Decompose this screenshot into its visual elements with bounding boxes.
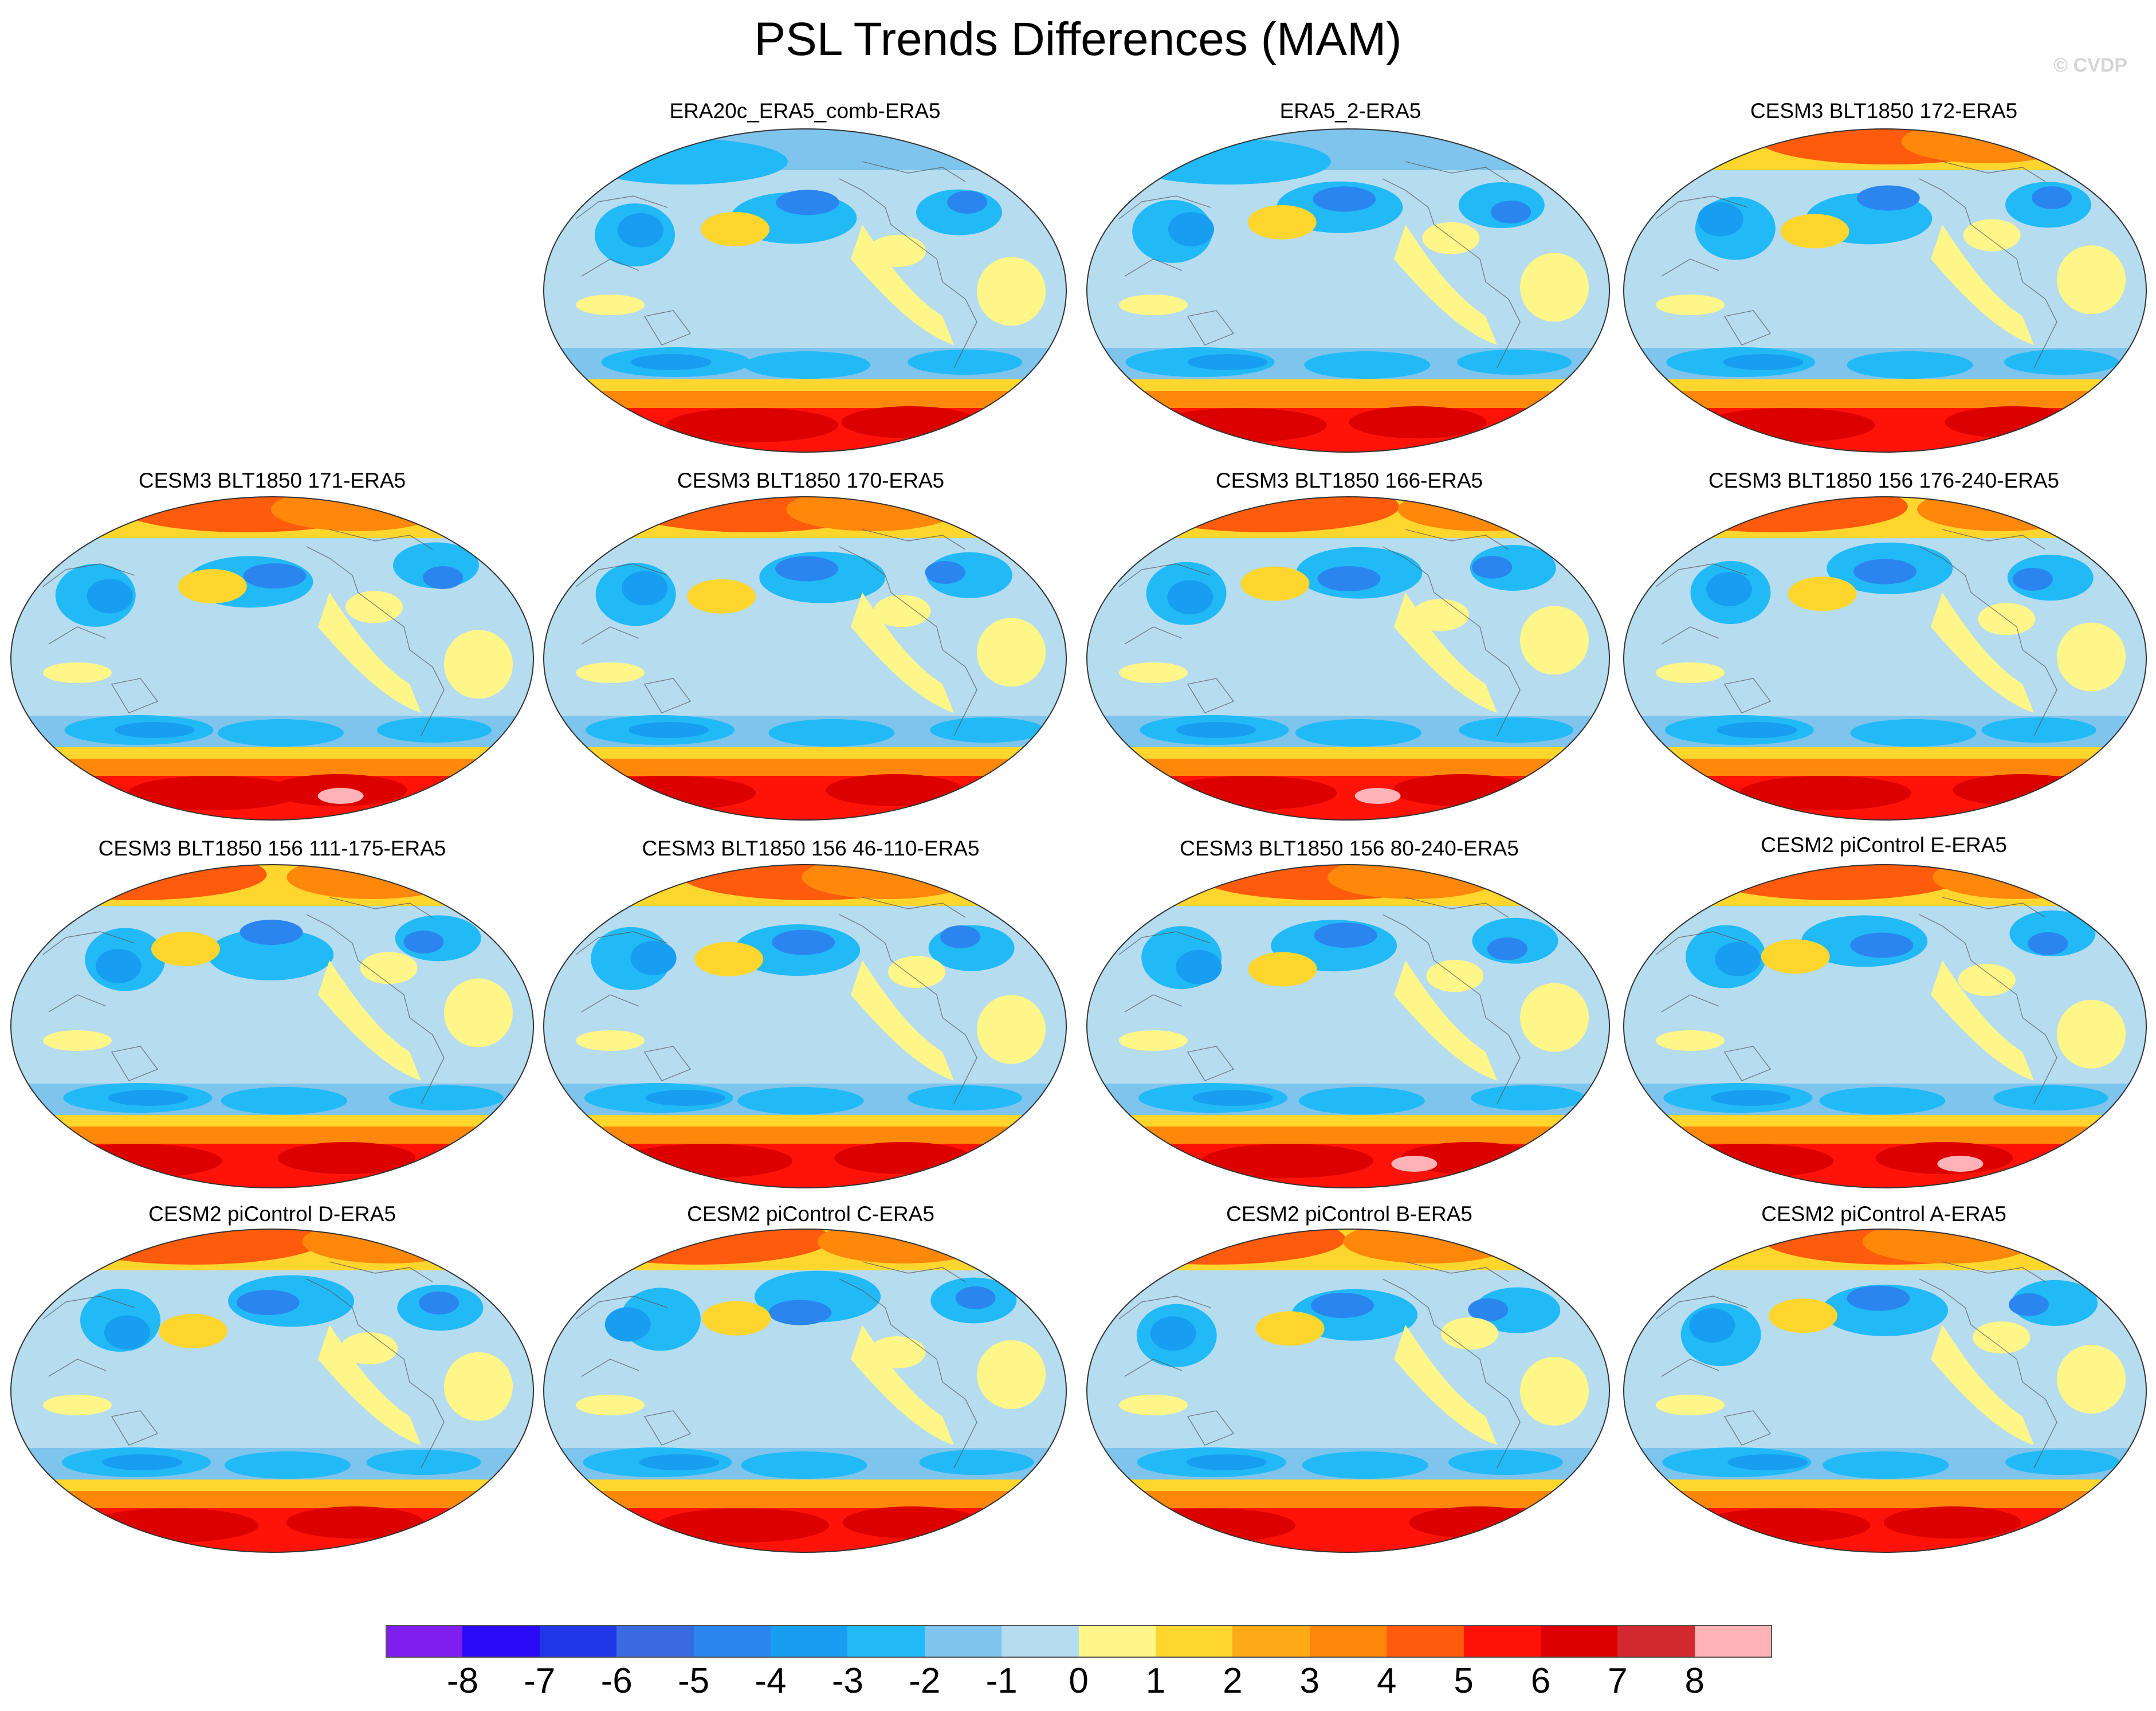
colorbar-tick-label: -4 xyxy=(755,1661,787,1701)
panel-title-4: CESM3 BLT1850 171-ERA5 xyxy=(138,469,406,492)
map-svg xyxy=(10,1229,534,1553)
map-svg xyxy=(10,496,534,821)
colorbar-tick-label: 3 xyxy=(1299,1661,1320,1701)
map-panel-2 xyxy=(1085,127,1612,454)
colorbar-swatch xyxy=(1387,1625,1464,1658)
panel-title-5: CESM3 BLT1850 170-ERA5 xyxy=(677,469,945,492)
figure-title: PSL Trends Differences (MAM) xyxy=(754,13,1402,65)
panel-title-10: CESM3 BLT1850 156 80-240-ERA5 xyxy=(1180,837,1519,860)
colorbar-tick-label: 8 xyxy=(1684,1661,1705,1701)
map-svg xyxy=(543,1229,1067,1553)
colorbar-swatch xyxy=(1541,1625,1619,1658)
map-svg xyxy=(1086,128,1610,453)
map-svg xyxy=(10,864,534,1188)
map-svg xyxy=(543,496,1067,821)
colorbar-tick-label: 5 xyxy=(1454,1661,1474,1701)
map-panel-1 xyxy=(541,127,1069,454)
colorbar-swatch xyxy=(386,1625,464,1658)
colorbar-swatch xyxy=(1463,1625,1541,1658)
map-svg xyxy=(1086,864,1610,1188)
map-svg xyxy=(543,128,1067,453)
map-panel-10 xyxy=(1085,863,1612,1190)
colorbar-tick-label: -3 xyxy=(831,1661,863,1701)
map-panel-6 xyxy=(1085,495,1612,822)
colorbar-swatch xyxy=(1002,1625,1079,1658)
colorbar-tick-label: 6 xyxy=(1530,1661,1551,1701)
map-panel-14 xyxy=(1085,1227,1612,1554)
panel-title-3: CESM3 BLT1850 172-ERA5 xyxy=(1750,99,2018,123)
colorbar-tick-label: 7 xyxy=(1608,1661,1628,1701)
colorbar-tick-label: 0 xyxy=(1069,1661,1089,1701)
panel-title-6: CESM3 BLT1850 166-ERA5 xyxy=(1215,469,1483,492)
map-panel-3 xyxy=(1621,127,2149,454)
panel-title-8: CESM3 BLT1850 156 111-175-ERA5 xyxy=(98,837,446,860)
map-panel-4 xyxy=(9,495,536,822)
colorbar-tick-label: -7 xyxy=(524,1661,556,1701)
colorbar-swatch xyxy=(462,1625,540,1658)
colorbar-swatch xyxy=(539,1625,618,1658)
colorbar-swatch xyxy=(1309,1625,1388,1658)
panel-title-13: CESM2 piControl C-ERA5 xyxy=(687,1202,934,1226)
colorbar-tick-label: 1 xyxy=(1145,1661,1166,1701)
map-svg xyxy=(1623,128,2147,453)
map-panel-5 xyxy=(541,495,1069,822)
map-panel-13 xyxy=(541,1227,1069,1554)
panel-title-15: CESM2 piControl A-ERA5 xyxy=(1761,1202,2006,1226)
colorbar-tick-label: -1 xyxy=(985,1661,1018,1701)
panel-title-7: CESM3 BLT1850 156 176-240-ERA5 xyxy=(1708,469,2060,492)
panel-title-12: CESM2 piControl D-ERA5 xyxy=(148,1202,396,1226)
map-panel-15 xyxy=(1621,1227,2149,1554)
colorbar-swatch xyxy=(1078,1625,1156,1658)
colorbar-tick-label: -2 xyxy=(909,1661,941,1701)
panel-title-11: CESM2 piControl E-ERA5 xyxy=(1761,833,2007,857)
map-svg xyxy=(1086,496,1610,821)
colorbar-swatch xyxy=(616,1625,694,1658)
colorbar-tick-label: -6 xyxy=(600,1661,633,1701)
map-svg xyxy=(1623,864,2147,1188)
panel-title-2: ERA5_2-ERA5 xyxy=(1279,99,1421,123)
map-panel-8 xyxy=(9,863,536,1190)
panel-title-1: ERA20c_ERA5_comb-ERA5 xyxy=(669,99,941,123)
map-panel-7 xyxy=(1621,495,2149,822)
colorbar-tick-label: 4 xyxy=(1376,1661,1397,1701)
colorbar-swatch xyxy=(1617,1625,1695,1658)
panel-title-9: CESM3 BLT1850 156 46-110-ERA5 xyxy=(642,837,980,860)
map-svg xyxy=(1623,1229,2147,1553)
colorbar-tick-label: 2 xyxy=(1223,1661,1243,1701)
colorbar-tick-label: -5 xyxy=(678,1661,710,1701)
map-svg xyxy=(543,864,1067,1188)
colorbar-swatch xyxy=(847,1625,925,1658)
map-panel-9 xyxy=(541,863,1069,1190)
colorbar-swatch xyxy=(1232,1625,1310,1658)
watermark: © CVDP xyxy=(2053,54,2127,76)
colorbar-swatch xyxy=(1156,1625,1234,1658)
colorbar-swatch xyxy=(924,1625,1003,1658)
map-svg xyxy=(1623,496,2147,821)
colorbar-swatch xyxy=(693,1625,771,1658)
map-panel-12 xyxy=(9,1227,536,1554)
colorbar-swatch xyxy=(771,1625,849,1658)
panel-title-14: CESM2 piControl B-ERA5 xyxy=(1226,1202,1472,1226)
map-panel-11 xyxy=(1621,863,2149,1190)
colorbar-frame xyxy=(386,1625,1772,1658)
map-svg xyxy=(1086,1229,1610,1553)
colorbar-tick-label: -8 xyxy=(446,1661,478,1701)
colorbar-swatch xyxy=(1694,1625,1773,1658)
